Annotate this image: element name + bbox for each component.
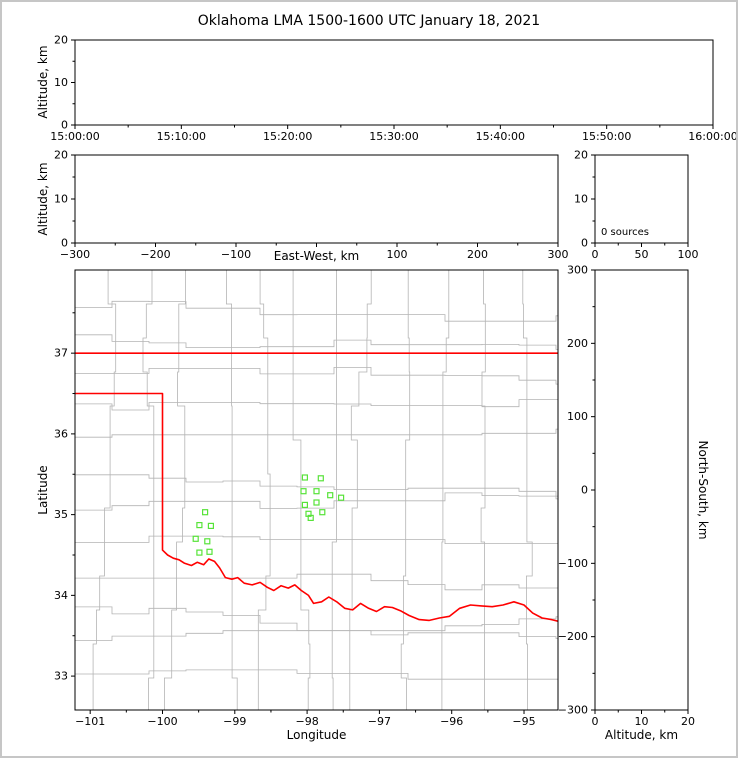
svg-text:10: 10 [54, 76, 68, 89]
svg-text:15:00:00: 15:00:00 [50, 130, 99, 143]
svg-text:−300: −300 [60, 248, 90, 261]
source-marker [301, 501, 308, 508]
svg-text:16:00:00: 16:00:00 [688, 130, 737, 143]
svg-text:15:20:00: 15:20:00 [263, 130, 312, 143]
source-marker [196, 549, 203, 556]
plan-view-ylabel: Latitude [36, 465, 50, 515]
svg-text:15:10:00: 15:10:00 [157, 130, 206, 143]
svg-text:10: 10 [574, 193, 588, 206]
svg-text:36: 36 [54, 427, 68, 440]
svg-text:33: 33 [54, 670, 68, 683]
svg-text:−97: −97 [368, 715, 391, 728]
svg-text:15:50:00: 15:50:00 [582, 130, 631, 143]
svg-text:10: 10 [635, 715, 649, 728]
svg-text:200: 200 [567, 337, 588, 350]
source-marker [300, 488, 307, 495]
svg-text:200: 200 [467, 248, 488, 261]
svg-text:0: 0 [581, 484, 588, 497]
county-boundaries [75, 270, 558, 710]
plan-view-xlabel: Longitude [286, 728, 347, 742]
ns-height-ylabel: North-South, km [696, 440, 710, 540]
svg-text:20: 20 [54, 34, 68, 47]
source-marker [192, 535, 199, 542]
ns_height-axes: 0 10 20 −300 −200 −100 0 100 200 300 [558, 264, 695, 729]
source-marker [202, 509, 209, 516]
ew_height-axes: −300 −200 −100 100 200 300 0 10 20 [54, 149, 569, 262]
svg-text:−200: −200 [140, 248, 170, 261]
svg-text:0: 0 [61, 237, 68, 250]
svg-text:34: 34 [54, 589, 68, 602]
lma-source-points [192, 474, 345, 556]
source-marker [313, 499, 320, 506]
svg-text:−200: −200 [558, 630, 588, 643]
svg-text:−96: −96 [440, 715, 463, 728]
svg-text:100: 100 [387, 248, 408, 261]
svg-text:−98: −98 [295, 715, 318, 728]
svg-text:100: 100 [567, 410, 588, 423]
svg-text:20: 20 [574, 149, 588, 162]
source-marker [338, 494, 345, 501]
svg-text:37: 37 [54, 347, 68, 360]
svg-text:20: 20 [681, 715, 695, 728]
source-count-annotation: 0 sources [601, 227, 649, 238]
svg-text:300: 300 [567, 264, 588, 277]
source-marker [301, 474, 308, 481]
svg-text:−100: −100 [147, 715, 177, 728]
svg-text:15:30:00: 15:30:00 [369, 130, 418, 143]
svg-text:0: 0 [592, 715, 599, 728]
svg-text:0: 0 [581, 237, 588, 250]
time-height-ylabel: Altitude, km [36, 45, 50, 119]
source_count-axes: 0 50 100 0 10 20 [574, 149, 699, 262]
svg-text:−100: −100 [221, 248, 251, 261]
svg-text:300: 300 [548, 248, 569, 261]
source-marker [327, 492, 334, 499]
source-marker [317, 475, 324, 482]
figure-title: Oklahoma LMA 1500-1600 UTC January 18, 2… [197, 13, 541, 29]
source-marker [206, 548, 213, 555]
plan_view-axes: −101 −100 −99 −98 −97 −96 −95 33 34 35 36 37 [54, 269, 559, 728]
svg-text:−95: −95 [512, 715, 535, 728]
svg-text:35: 35 [54, 508, 68, 521]
source-marker [196, 521, 203, 529]
svg-text:15:40:00: 15:40:00 [476, 130, 525, 143]
svg-text:20: 20 [54, 149, 68, 162]
svg-text:−100: −100 [558, 557, 588, 570]
svg-text:0: 0 [592, 248, 599, 261]
ns-height-xlabel: Altitude, km [604, 728, 679, 742]
svg-text:100: 100 [678, 248, 699, 261]
source-marker [319, 509, 326, 516]
svg-text:0: 0 [61, 119, 68, 132]
svg-text:−300: −300 [558, 704, 588, 717]
source-marker [307, 514, 314, 522]
source-marker [204, 538, 211, 545]
ew-height-xlabel: East-West, km [273, 249, 360, 263]
svg-text:10: 10 [54, 193, 68, 206]
svg-text:−99: −99 [223, 715, 246, 728]
ew-height-ylabel: Altitude, km [36, 162, 50, 236]
svg-text:50: 50 [635, 248, 649, 261]
state-border [75, 352, 558, 622]
time_height-axes: 15:00:00 15:10:00 15:20:00 15:30:00 15:40:00… [50, 34, 737, 144]
source-marker [313, 488, 320, 495]
svg-text:−101: −101 [75, 715, 105, 728]
source-marker [207, 522, 214, 530]
